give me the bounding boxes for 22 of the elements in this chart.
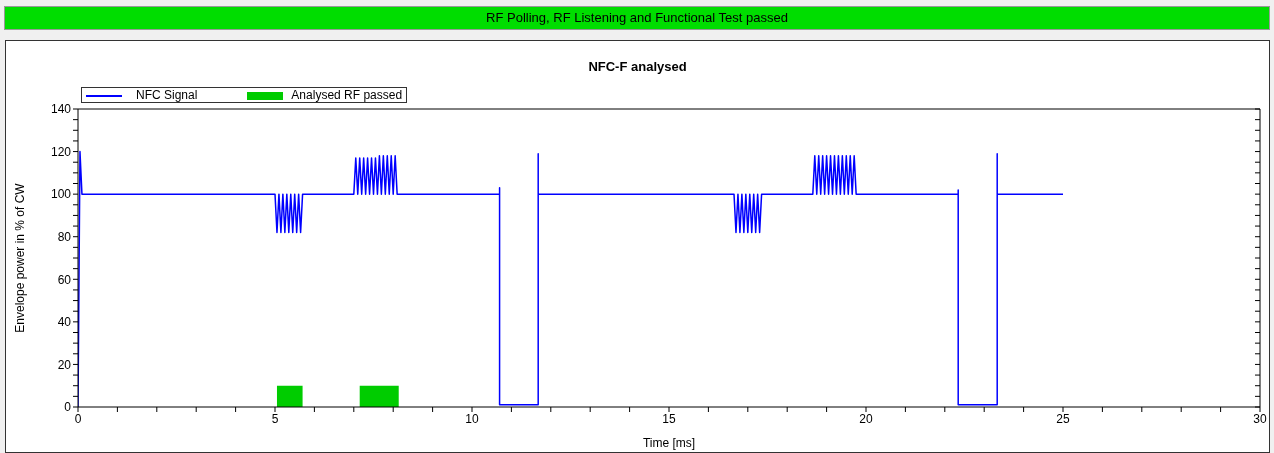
- y-tick-label: 120: [50, 144, 72, 159]
- y-tick-label: 40: [57, 315, 72, 330]
- chart-title: NFC-F analysed: [587, 59, 688, 74]
- x-tick-label: 30: [1253, 411, 1267, 426]
- line-series: [78, 150, 1064, 407]
- y-tick-label: 100: [50, 187, 72, 202]
- x-tick-label: 25: [1056, 411, 1070, 426]
- y-tick-label: 60: [57, 272, 72, 287]
- y-tick-label: 80: [57, 229, 72, 244]
- y-tick-label: 140: [50, 102, 72, 117]
- legend-label: NFC Signal: [136, 88, 198, 102]
- text: RF Polling, RF Listening and Functional Test passed: [486, 10, 788, 25]
- x-axis-title: Time [ms]: [642, 436, 696, 450]
- y-tick-label: 0: [64, 400, 72, 415]
- x-tick-label: 5: [271, 411, 279, 426]
- x-tick-label: 0: [74, 411, 82, 426]
- y-tick-label: 20: [57, 357, 72, 372]
- x-tick-label: 15: [662, 411, 676, 426]
- legend-label: Analysed RF passed: [291, 88, 403, 102]
- y-axis-title: Envelope power in % of CW: [13, 182, 28, 333]
- x-tick-label: 20: [859, 411, 873, 426]
- x-tick-label: 10: [465, 411, 479, 426]
